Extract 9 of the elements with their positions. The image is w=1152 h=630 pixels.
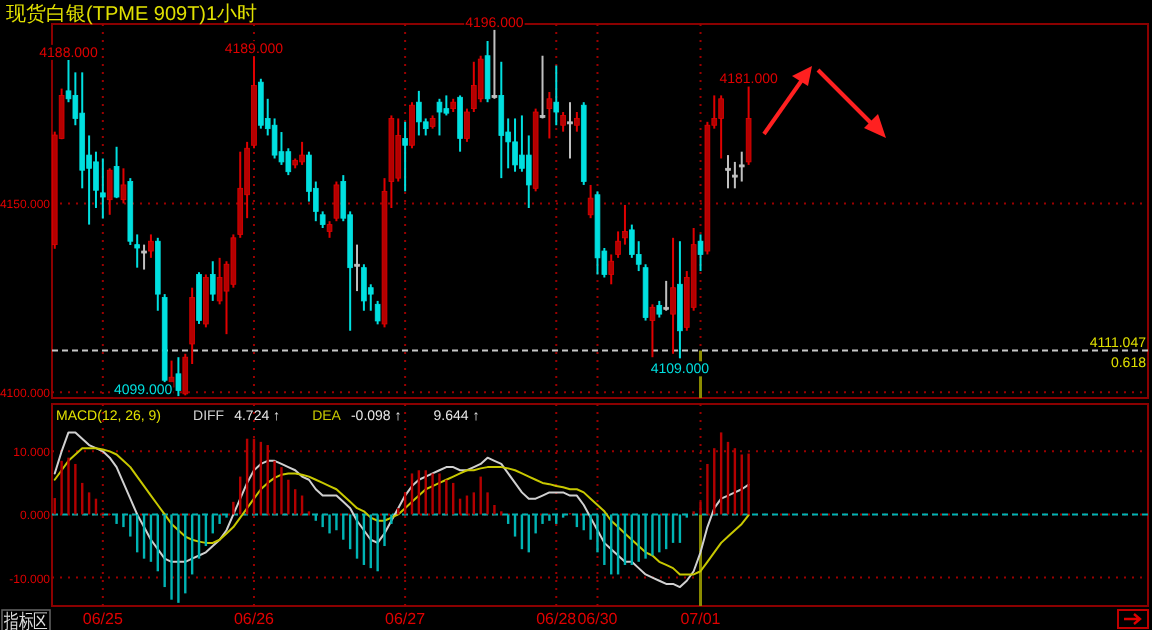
line-series [53,447,750,576]
chart-title: 现货白银(TPME 909T)1小时 [6,2,258,26]
line-series [53,431,750,589]
x-tick-label: 06/25 [82,610,124,628]
x-tick-label: 06/27 [385,610,427,628]
x-tick-label: 06/28 [536,610,578,628]
x-tick-label: 06/26 [233,610,276,628]
x-tick-label: 07/01 [680,610,722,628]
x-tick-label: 06/30 [577,610,619,628]
